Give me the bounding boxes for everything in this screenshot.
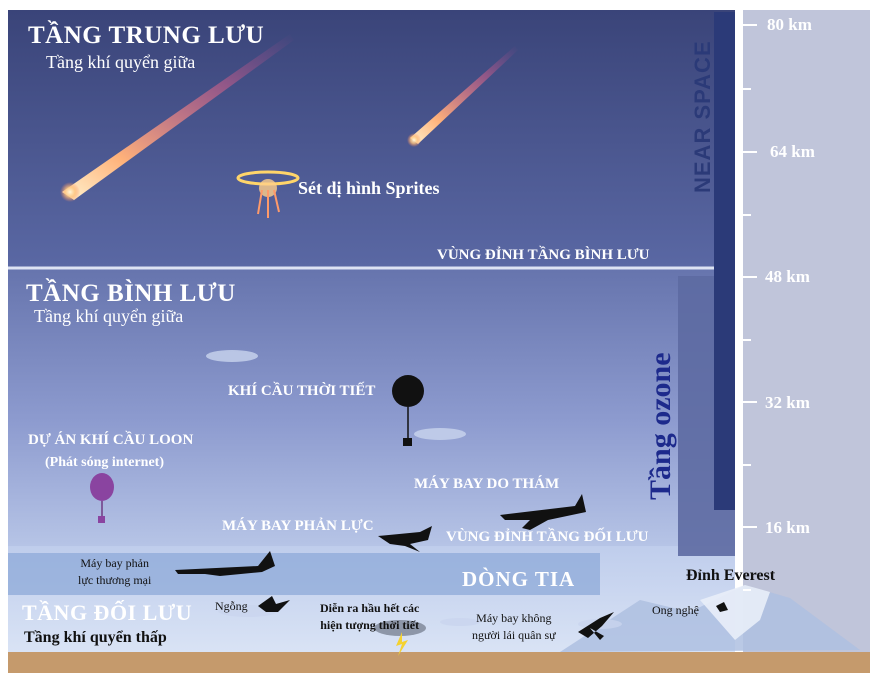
spy-plane-icon <box>500 494 586 530</box>
ground <box>8 652 870 673</box>
weather-balloon-icon <box>392 375 424 446</box>
tropopause-label: VÙNG ĐỈNH TẦNG ĐỐI LƯU <box>446 529 649 545</box>
altitude-label-16: 16 km <box>765 518 810 537</box>
stratopause-label: VÙNG ĐỈNH TẦNG BÌNH LƯU <box>437 247 650 263</box>
drone-label: Máy bay không người lái quân sự <box>472 611 556 642</box>
sprites-label: Sét dị hình Sprites <box>298 178 440 198</box>
altitude-ticks <box>743 24 757 591</box>
near-space-band <box>714 12 735 510</box>
near-space-label: NEAR SPACE <box>690 40 715 193</box>
drone-icon <box>578 612 614 640</box>
jet-stream-band <box>8 553 600 595</box>
scale-panel <box>743 10 870 653</box>
meteor-large <box>62 34 294 200</box>
mesosphere-title: TẦNG TRUNG LƯU <box>28 22 265 49</box>
jet-plane-icon <box>378 526 432 552</box>
loon-balloon-icon <box>90 473 114 523</box>
altitude-label-80: 80 km <box>767 15 812 34</box>
ozone-label: Tầng ozone <box>644 352 677 500</box>
everest-mountain <box>560 585 860 652</box>
altitude-label-48: 48 km <box>765 267 810 286</box>
meteor-large-head <box>60 182 80 202</box>
goose-icon <box>258 596 290 612</box>
troposphere-title: TẦNG ĐỐI LƯU <box>22 600 193 625</box>
everest-label: Đỉnh Everest <box>686 567 776 584</box>
stratosphere-subtitle: Tầng khí quyển giữa <box>34 306 184 326</box>
altitude-axis-line <box>735 10 743 653</box>
airliner-icon <box>175 551 275 576</box>
stratosphere-layer <box>8 268 735 546</box>
meteor-small <box>410 46 518 144</box>
weather-note-label: Diễn ra hầu hết các hiện tượng thời tiết <box>320 601 420 632</box>
troposphere-subtitle: Tầng khí quyển thấp <box>24 629 167 646</box>
weather-balloon-label: KHÍ CẦU THỜI TIẾT <box>228 383 376 399</box>
spy-plane-label: MÁY BAY DO THÁM <box>414 476 560 492</box>
loon-project-label: DỰ ÁN KHÍ CẦU LOON <box>28 432 194 448</box>
mesosphere-layer <box>8 10 735 268</box>
altitude-label-32: 32 km <box>765 393 810 412</box>
stratosphere-title: TẦNG BÌNH LƯU <box>26 280 236 307</box>
mountain-snow <box>700 585 770 640</box>
jet-stream-label: DÒNG TIA <box>462 567 576 591</box>
clouds <box>206 350 622 629</box>
sprite-lightning-icon <box>236 170 300 218</box>
goose-label: Ngỗng <box>215 599 248 613</box>
bumblebee-icon <box>716 602 728 612</box>
airliner-label: Máy bay phản lực thương mại <box>78 556 152 587</box>
altitude-label-64: 64 km <box>770 142 815 161</box>
jet-plane-label: MÁY BAY PHẢN LỰC <box>222 518 374 534</box>
mesosphere-subtitle: Tầng khí quyển giữa <box>46 52 196 72</box>
storm-cloud-icon <box>374 620 426 656</box>
meteor-small-head <box>407 133 421 147</box>
bumblebee-label: Ong nghệ <box>652 603 699 617</box>
loon-project-subtitle: (Phát sóng internet) <box>45 455 164 470</box>
